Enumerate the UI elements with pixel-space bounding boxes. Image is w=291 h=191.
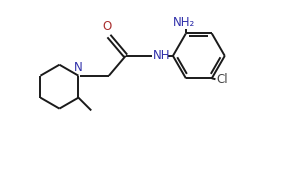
Text: Cl: Cl	[217, 73, 228, 86]
Text: N: N	[74, 61, 83, 74]
Text: NH: NH	[153, 49, 171, 62]
Text: NH₂: NH₂	[173, 16, 196, 29]
Text: O: O	[103, 20, 112, 33]
